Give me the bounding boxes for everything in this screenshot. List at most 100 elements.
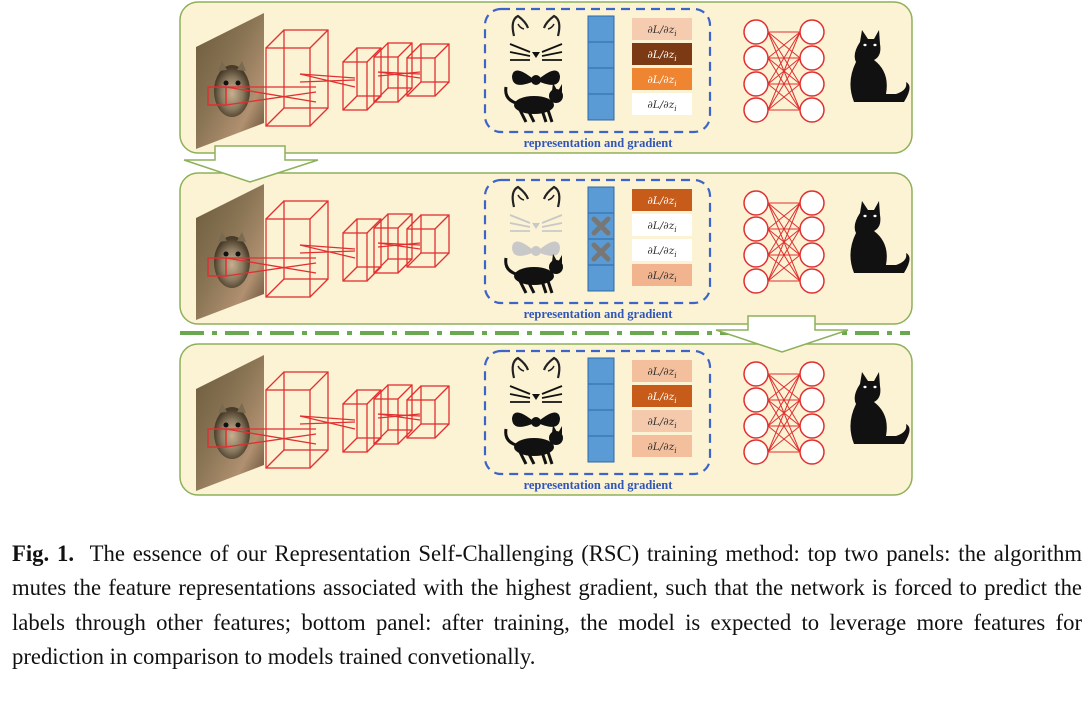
- gradient-cell: [632, 18, 692, 40]
- panel-bottom: ∂L/∂zi ∂L/∂zi ∂L/∂zi ∂L/∂zi representation a…: [179, 343, 913, 496]
- conv-block-4: [406, 385, 450, 439]
- conv-block-3: [373, 384, 413, 445]
- feature-vector: [587, 186, 615, 292]
- neuron-node: [743, 387, 769, 413]
- vector-cell: [587, 93, 615, 121]
- panel-middle: ∂L/∂zi ∂L/∂zi ∂L/∂zi ∂L/∂zi representation a…: [179, 172, 913, 325]
- classifier-network: [743, 361, 825, 465]
- vector-cell: [587, 186, 615, 214]
- neuron-node: [743, 242, 769, 268]
- gradient-label: ∂L/∂zi: [647, 366, 677, 380]
- cnn-feature-extractor: [225, 29, 450, 127]
- conv-block-4: [406, 214, 450, 268]
- vector-cell: [587, 383, 615, 411]
- gradient-cell: [632, 239, 692, 261]
- neuron-node: [799, 242, 825, 268]
- gradient-cell: [632, 68, 692, 90]
- cnn-feature-extractor: [225, 200, 450, 298]
- cat-face-outline-icon: [511, 356, 561, 379]
- gradient-column: ∂L/∂zi ∂L/∂zi ∂L/∂zi ∂L/∂zi: [632, 360, 692, 457]
- representation-box: [483, 349, 712, 476]
- representation-label: representation and gradient: [524, 478, 674, 492]
- bowtie-icon: [512, 70, 560, 85]
- neuron-node: [743, 190, 769, 216]
- gradient-label: ∂L/∂zi: [647, 24, 677, 38]
- representation-label: representation and gradient: [524, 136, 674, 150]
- muted-x-icon: [591, 216, 611, 236]
- gradient-cell: [632, 410, 692, 432]
- input-kitten-photo: [196, 184, 264, 320]
- input-kitten-photo: [196, 13, 264, 149]
- walking-cat-icon: [504, 83, 563, 123]
- neuron-node: [799, 190, 825, 216]
- bowtie-icon: [512, 241, 560, 256]
- gradient-cell: [632, 360, 692, 382]
- vector-cell: [587, 357, 615, 385]
- neuron-node: [799, 97, 825, 123]
- gradient-label: ∂L/∂zi: [647, 245, 677, 259]
- neuron-node: [743, 413, 769, 439]
- sitting-cat-prediction-icon: [850, 201, 910, 273]
- whiskers-icon: [509, 214, 563, 232]
- transition-arrow-middle-to-bottom: [715, 315, 849, 353]
- feature-vector: [587, 357, 615, 463]
- gradient-label: ∂L/∂zi: [647, 270, 677, 284]
- gradient-label: ∂L/∂zi: [647, 441, 677, 455]
- gradient-cell: [632, 214, 692, 236]
- feature-vector: [587, 15, 615, 121]
- representation-label: representation and gradient: [524, 307, 674, 321]
- neuron-node: [743, 19, 769, 45]
- conv-block-2: [342, 389, 382, 453]
- vector-cell: [587, 67, 615, 95]
- gradient-label: ∂L/∂zi: [647, 391, 677, 405]
- representation-box: [483, 178, 712, 305]
- neuron-node: [743, 268, 769, 294]
- panels-layer: ∂L/∂zi ∂L/∂zi ∂L/∂zi ∂L/∂zi representation a…: [179, 1, 913, 496]
- neuron-node: [743, 361, 769, 387]
- neuron-node: [799, 387, 825, 413]
- conv-block-3: [373, 42, 413, 103]
- cat-face-outline-icon: [511, 14, 561, 37]
- vector-cell: [587, 15, 615, 43]
- gradient-label: ∂L/∂zi: [647, 220, 677, 234]
- conv-block-4: [406, 43, 450, 97]
- neuron-node: [799, 71, 825, 97]
- gradient-cell: [632, 189, 692, 211]
- conv-block-3: [373, 213, 413, 274]
- neuron-node: [743, 71, 769, 97]
- representation-box: [483, 7, 712, 134]
- vector-cell: [587, 409, 615, 437]
- muted-x-icon: [591, 242, 611, 262]
- cat-face-outline-icon: [511, 185, 561, 208]
- neuron-node: [799, 19, 825, 45]
- gradient-cell: [632, 93, 692, 115]
- gradient-cell: [632, 385, 692, 407]
- neuron-node: [799, 413, 825, 439]
- gradient-label: ∂L/∂zi: [647, 195, 677, 209]
- neuron-node: [799, 45, 825, 71]
- panel-top: ∂L/∂zi ∂L/∂zi ∂L/∂zi ∂L/∂zi representation a…: [179, 1, 913, 154]
- rsc-figure: ∂L/∂zi ∂L/∂zi ∂L/∂zi ∂L/∂zi representation a…: [179, 1, 913, 496]
- walking-cat-icon: [504, 254, 563, 294]
- bowtie-icon: [512, 412, 560, 427]
- cnn-feature-extractor: [225, 371, 450, 469]
- input-kitten-photo: [196, 355, 264, 491]
- neuron-node: [743, 97, 769, 123]
- gradient-cell: [632, 43, 692, 65]
- transition-arrow-top-to-middle: [183, 145, 319, 183]
- classifier-network: [743, 19, 825, 123]
- neuron-node: [743, 216, 769, 242]
- neuron-node: [799, 439, 825, 465]
- neuron-node: [799, 216, 825, 242]
- walking-cat-icon: [504, 425, 563, 465]
- whiskers-icon: [509, 385, 563, 403]
- gradient-label: ∂L/∂zi: [647, 49, 677, 63]
- vector-cell: [587, 41, 615, 69]
- gradient-cell: [632, 435, 692, 457]
- sitting-cat-prediction-icon: [850, 30, 910, 102]
- neuron-node: [743, 439, 769, 465]
- vector-cell: [587, 435, 615, 463]
- caption-label: Fig. 1.: [12, 541, 74, 566]
- gradient-label: ∂L/∂zi: [647, 99, 677, 113]
- gradient-label: ∂L/∂zi: [647, 416, 677, 430]
